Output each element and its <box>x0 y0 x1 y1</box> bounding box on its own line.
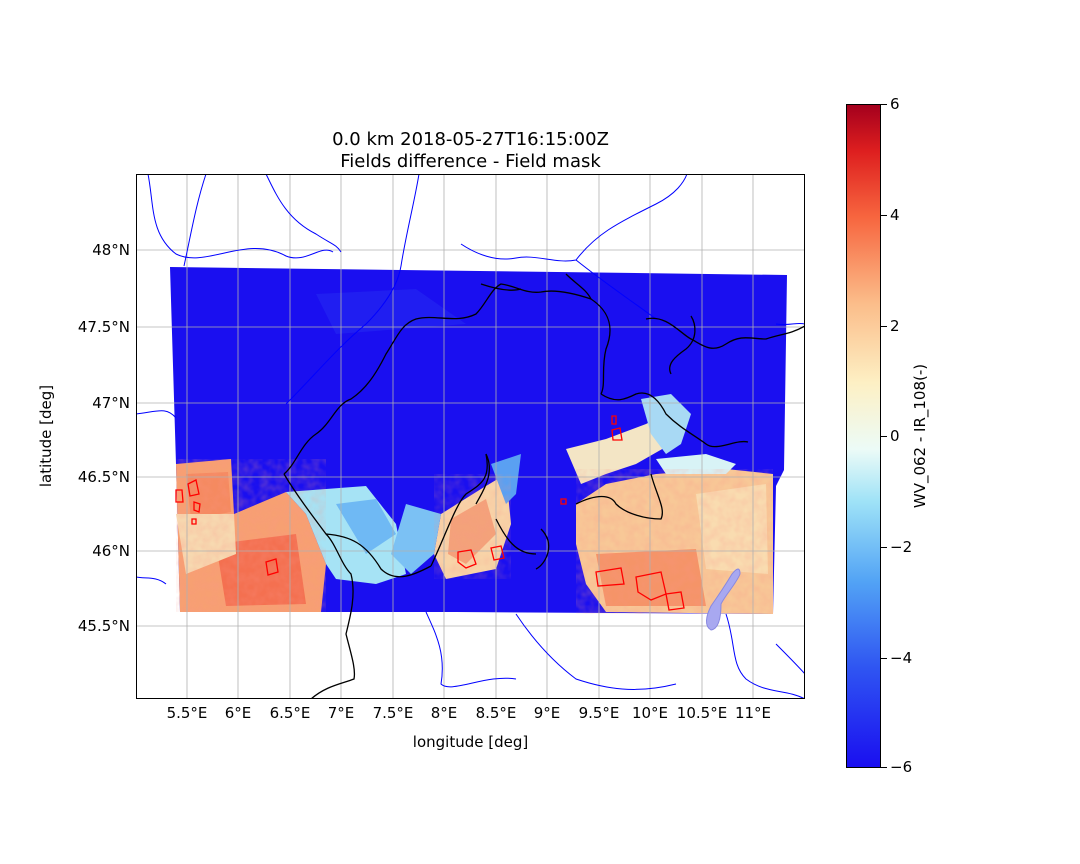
x-tick-label: 9°E <box>533 704 561 722</box>
colorbar-tick-label: 4 <box>890 206 900 224</box>
plot-title-line1: 0.0 km 2018-05-27T16:15:00Z <box>332 129 609 150</box>
colorbar-tick-label: −2 <box>890 538 913 556</box>
y-axis-label: latitude [deg] <box>37 384 55 488</box>
colorbar-tick <box>881 658 887 659</box>
colorbar-tick <box>881 326 887 327</box>
rivers <box>136 174 805 699</box>
x-tick-label: 10°E <box>631 704 669 722</box>
x-tick-label: 7.5°E <box>372 704 414 722</box>
x-tick-label: 6°E <box>224 704 252 722</box>
colorbar-tick-label: 2 <box>890 317 900 335</box>
x-tick-label: 7°E <box>327 704 355 722</box>
y-tick-label: 45.5°N <box>77 617 130 635</box>
y-tick-label: 46°N <box>92 542 130 560</box>
plot-title-line2: Fields difference - Field mask <box>340 151 601 172</box>
x-tick-label: 11°E <box>734 704 772 722</box>
y-tick-label: 47°N <box>92 394 130 412</box>
x-tick-label: 6.5°E <box>269 704 311 722</box>
x-tick-label: 8°E <box>430 704 458 722</box>
colorbar-tick <box>881 215 887 216</box>
y-tick-label: 48°N <box>92 241 130 259</box>
x-tick-label: 10.5°E <box>676 704 728 722</box>
x-tick-label: 5.5°E <box>166 704 208 722</box>
x-axis-label: longitude [deg] <box>412 733 529 751</box>
colorbar-tick <box>881 104 887 105</box>
map-plot-area <box>136 174 805 699</box>
colorbar-tick <box>881 547 887 548</box>
colorbar-tick-label: 6 <box>890 95 900 113</box>
country-borders <box>283 273 805 699</box>
colorbar-tick-label: −4 <box>890 649 913 667</box>
colorbar-tick-label: −6 <box>890 758 913 776</box>
mask-contours <box>175 415 685 611</box>
lake-feature <box>706 568 741 631</box>
y-tick-label: 47.5°N <box>77 318 130 336</box>
colorbar-label: WV_062 - IR_108(-) <box>911 363 929 509</box>
colorbar-tick-label: 0 <box>890 427 900 445</box>
x-tick-label: 9.5°E <box>578 704 620 722</box>
y-tick-label: 46.5°N <box>77 468 130 486</box>
colorbar-tick <box>881 436 887 437</box>
colorbar-tick <box>881 767 887 768</box>
x-tick-label: 8.5°E <box>475 704 517 722</box>
colorbar <box>846 104 881 768</box>
